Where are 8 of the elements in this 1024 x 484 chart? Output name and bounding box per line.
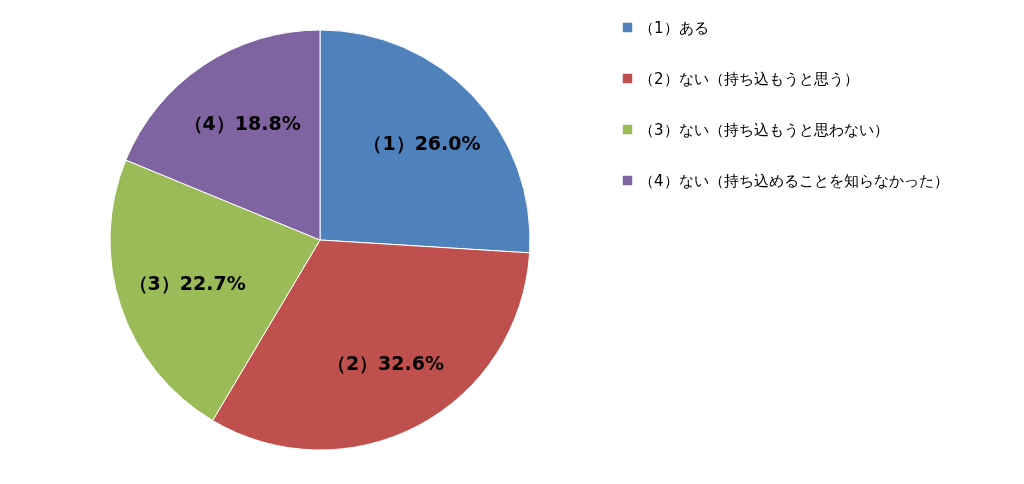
data-label: （1）26.0% [363, 132, 481, 155]
legend-label: （2）ない（持ち込もうと思う） [639, 69, 859, 88]
legend-label: （4）ない（持ち込めることを知らなかった） [639, 171, 949, 190]
data-label: （3）22.7% [128, 272, 246, 295]
legend-label: （1）ある [639, 18, 709, 37]
data-label: （2）32.6% [326, 351, 445, 374]
legend-label: （3）ない（持ち込もうと思わない） [639, 120, 889, 139]
data-label: （4）18.8% [183, 111, 301, 134]
